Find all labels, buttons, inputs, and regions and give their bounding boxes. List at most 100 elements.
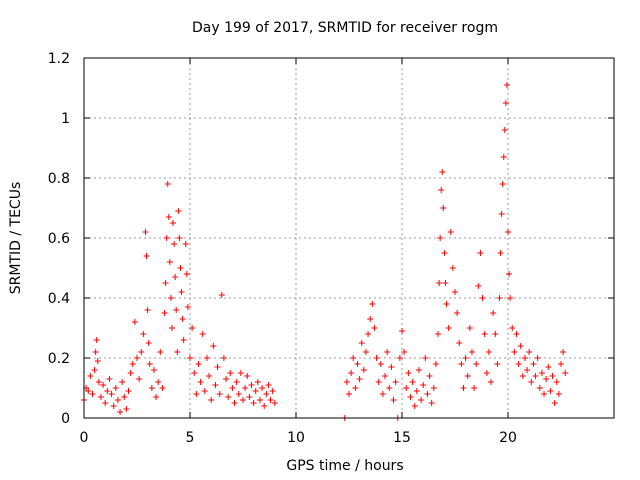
chart-title: Day 199 of 2017, SRMTID for receiver rog…	[192, 20, 498, 36]
data-point	[112, 385, 119, 391]
data-point	[388, 364, 395, 370]
data-point	[422, 355, 429, 361]
data-point	[178, 289, 185, 295]
data-point	[256, 397, 263, 403]
data-point	[541, 391, 548, 397]
data-point	[216, 391, 223, 397]
data-point	[175, 208, 182, 214]
data-point	[184, 304, 191, 310]
data-point	[92, 349, 99, 355]
data-point	[521, 355, 528, 361]
data-point	[235, 391, 242, 397]
data-point	[503, 82, 510, 88]
data-point	[244, 373, 251, 379]
data-point	[210, 343, 217, 349]
data-point	[536, 385, 543, 391]
data-point	[214, 364, 221, 370]
data-point	[505, 229, 511, 235]
data-point	[500, 154, 507, 160]
x-tick-label: 0	[80, 430, 89, 446]
data-point	[371, 325, 378, 331]
x-tick-label: 15	[393, 430, 411, 446]
data-point	[502, 100, 509, 106]
data-point	[517, 343, 524, 349]
data-point	[199, 331, 206, 337]
data-point	[375, 379, 382, 385]
data-point	[426, 373, 433, 379]
data-point	[460, 385, 467, 391]
data-point	[108, 391, 115, 397]
data-point	[432, 361, 439, 367]
data-point	[435, 331, 442, 337]
data-point	[551, 400, 558, 406]
data-point	[497, 250, 504, 256]
data-point	[237, 370, 244, 376]
data-point	[123, 406, 130, 412]
data-point	[447, 229, 454, 235]
data-point	[490, 310, 497, 316]
data-point	[506, 271, 513, 277]
data-point	[471, 385, 478, 391]
data-point	[106, 376, 113, 382]
data-point	[261, 403, 268, 409]
data-point	[466, 325, 473, 331]
data-point	[348, 370, 355, 376]
y-tick-label: 1	[61, 111, 70, 127]
data-point	[438, 187, 445, 193]
data-point	[267, 397, 274, 403]
data-point	[114, 397, 121, 403]
data-point	[382, 373, 389, 379]
data-point	[440, 205, 447, 211]
data-point	[170, 220, 177, 226]
data-point	[488, 379, 495, 385]
data-point	[515, 361, 522, 367]
data-point	[415, 367, 422, 373]
data-point	[117, 409, 124, 415]
data-point	[180, 337, 187, 343]
data-point	[146, 361, 153, 367]
data-point	[254, 379, 261, 385]
data-point	[208, 397, 215, 403]
data-point	[499, 181, 506, 187]
axis-ticks: 0 5 10 15 20 0 0.2 0.4 0.6 0.8 1 1.2	[48, 51, 614, 446]
data-point	[532, 373, 539, 379]
data-point	[125, 388, 132, 394]
data-point	[206, 373, 213, 379]
data-point	[165, 214, 172, 220]
data-point	[127, 370, 134, 376]
data-point	[418, 397, 425, 403]
data-point	[171, 241, 178, 247]
data-point	[231, 400, 238, 406]
data-point	[252, 388, 259, 394]
data-point	[379, 391, 386, 397]
data-point	[377, 361, 384, 367]
data-series-rogm	[81, 82, 569, 421]
y-tick-label: 0.6	[48, 231, 70, 247]
data-point	[212, 382, 219, 388]
data-point	[94, 358, 101, 364]
data-point	[558, 361, 564, 367]
data-point	[136, 376, 143, 382]
data-point	[119, 379, 126, 385]
data-point	[259, 385, 266, 391]
data-point	[110, 403, 117, 409]
y-tick-label: 0.8	[48, 171, 70, 187]
data-point	[352, 385, 359, 391]
data-point	[549, 373, 556, 379]
data-point	[358, 340, 365, 346]
data-point	[197, 379, 204, 385]
data-point	[413, 388, 420, 394]
data-point	[168, 325, 175, 331]
y-tick-label: 0	[61, 411, 70, 427]
data-point	[462, 355, 469, 361]
data-point	[95, 379, 102, 385]
data-point	[129, 361, 136, 367]
data-point	[227, 370, 234, 376]
data-point	[193, 391, 200, 397]
data-point	[250, 400, 257, 406]
data-point	[173, 307, 180, 313]
x-tick-label: 5	[186, 430, 195, 446]
data-point	[399, 328, 405, 334]
data-point	[543, 376, 550, 382]
data-point	[545, 364, 552, 370]
